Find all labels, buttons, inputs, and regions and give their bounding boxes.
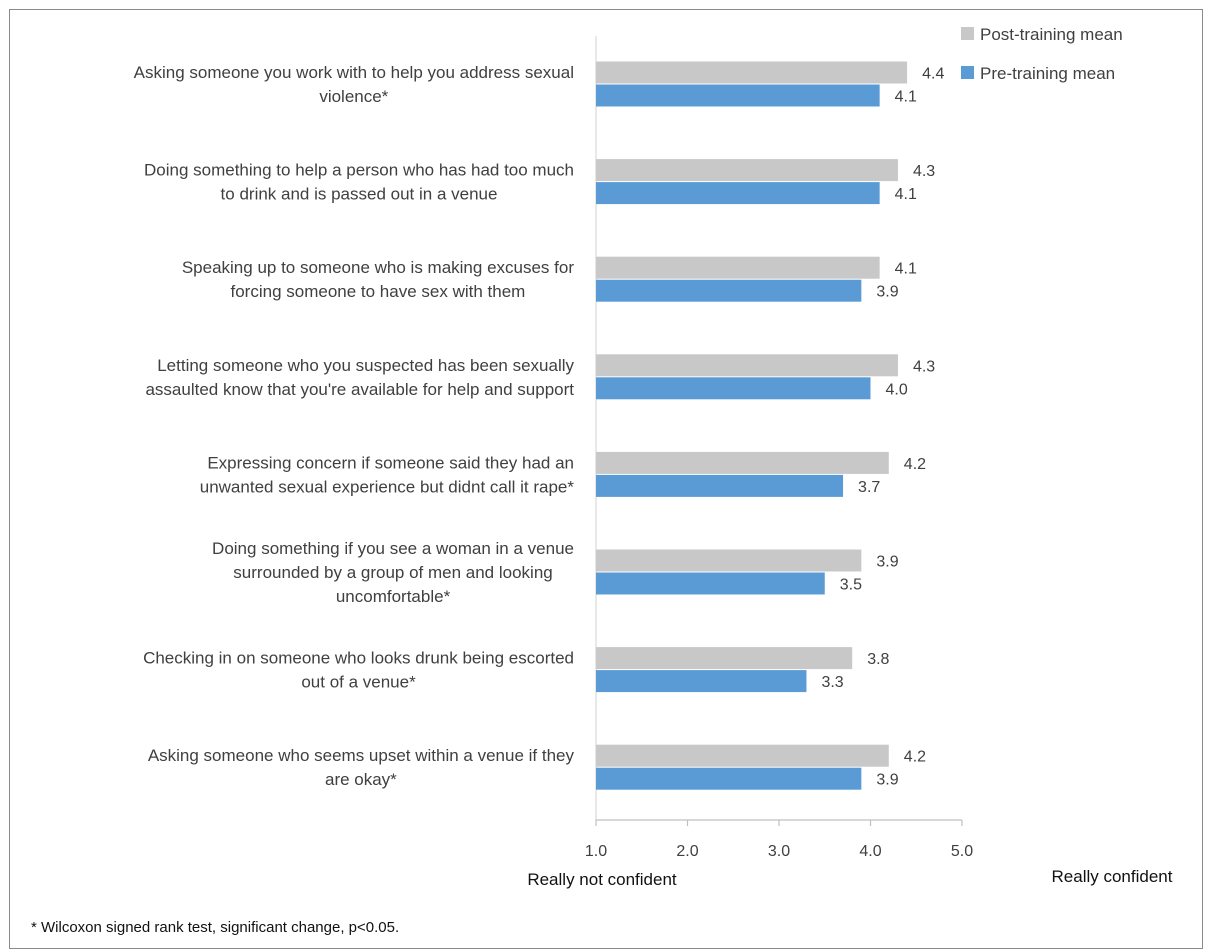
bar-pre-training [596,182,880,205]
x-axis-label-left: Really not confident [527,870,677,889]
legend-swatch-post-training [961,27,974,40]
category-label: violence* [319,87,388,106]
category-label: Asking someone who seems upset within a … [148,746,575,765]
legend-label-pre-training: Pre-training mean [980,64,1115,83]
data-label-post-training: 4.2 [904,749,926,766]
data-label-pre-training: 4.1 [895,186,917,203]
category-label: Speaking up to someone who is making exc… [182,258,575,277]
data-label-post-training: 4.4 [922,66,944,83]
data-label-post-training: 4.3 [913,358,935,375]
category-label: uncomfortable* [336,587,451,606]
bar-pre-training [596,84,880,107]
bar-pre-training [596,377,871,400]
x-tick-label: 4.0 [859,843,881,860]
data-label-pre-training: 3.3 [821,674,843,691]
bar-post-training [596,744,889,767]
bar-post-training [596,159,898,182]
category-label: unwanted sexual experience but didnt cal… [200,477,575,496]
data-label-post-training: 3.9 [876,554,898,571]
bar-pre-training [596,279,862,302]
category-label: Letting someone who you suspected has be… [157,356,574,375]
bar-post-training [596,549,862,572]
legend-label-post-training: Post-training mean [980,25,1123,44]
legend-swatch-pre-training [961,66,974,79]
data-label-post-training: 4.3 [913,163,935,180]
data-label-post-training: 3.8 [867,651,889,668]
category-label: forcing someone to have sex with them [231,282,526,301]
bar-post-training [596,451,889,474]
bar-post-training [596,61,908,84]
data-label-pre-training: 4.1 [895,89,917,106]
data-label-pre-training: 4.0 [886,381,908,398]
data-label-post-training: 4.1 [895,261,917,278]
data-label-pre-training: 3.7 [858,479,880,496]
x-tick-label: 2.0 [676,843,698,860]
data-label-pre-training: 3.5 [840,577,862,594]
category-label: Asking someone you work with to help you… [134,63,574,82]
category-label: to drink and is passed out in a venue [221,185,498,204]
bar-pre-training [596,572,825,595]
category-label: assaulted know that you're available for… [145,380,574,399]
bar-post-training [596,256,880,279]
data-label-pre-training: 3.9 [876,284,898,301]
x-tick-label: 5.0 [951,843,973,860]
x-tick-label: 1.0 [585,843,607,860]
footnote: * Wilcoxon signed rank test, significant… [31,919,400,936]
bar-pre-training [596,474,844,497]
bar-pre-training [596,670,807,693]
category-label: Checking in on someone who looks drunk b… [143,649,574,668]
x-axis-label-right: Really confident [1052,867,1173,886]
data-label-post-training: 4.2 [904,456,926,473]
x-tick-label: 3.0 [768,843,790,860]
category-label: surrounded by a group of men and looking [233,563,552,582]
data-label-pre-training: 3.9 [876,772,898,789]
category-label: are okay* [325,770,397,789]
category-label: Doing something to help a person who has… [144,161,574,180]
category-label: Expressing concern if someone said they … [207,453,574,472]
category-label: out of a venue* [301,673,416,692]
category-label: Doing something if you see a woman in a … [212,539,574,558]
bar-post-training [596,354,898,377]
bar-pre-training [596,767,862,790]
bar-post-training [596,647,853,670]
